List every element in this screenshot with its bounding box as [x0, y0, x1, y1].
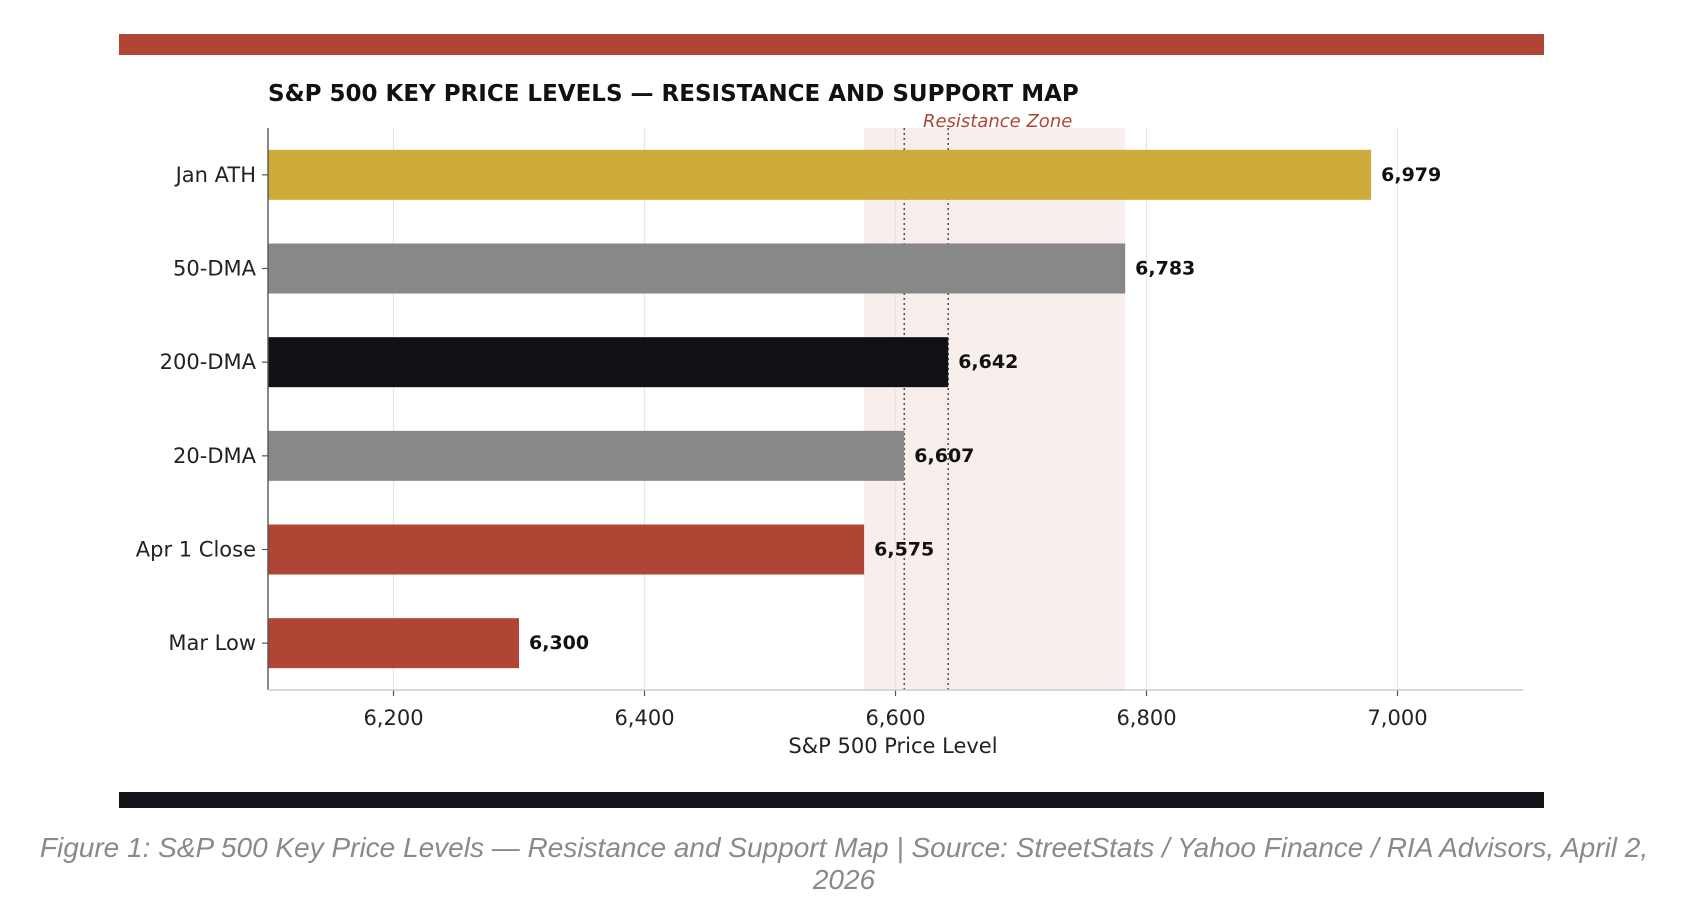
price-levels-chart: Resistance Zone 6,200 6,400 6,600 6,800 7,00… — [136, 81, 1523, 758]
x-tick-label: 7,000 — [1367, 706, 1427, 730]
top-accent-band — [119, 34, 1544, 55]
resistance-zone-layer: Resistance Zone — [864, 111, 1126, 690]
bar — [268, 618, 519, 669]
x-tick-label: 6,400 — [614, 706, 674, 730]
resistance-zone — [864, 128, 1126, 690]
bar-value-label: 6,300 — [529, 632, 589, 654]
figure-caption: Figure 1: S&P 500 Key Price Levels — Res… — [39, 832, 1649, 895]
reference-lines-layer — [903, 128, 950, 690]
category-label: Apr 1 Close — [136, 538, 256, 562]
category-label: Mar Low — [168, 631, 256, 655]
grid-layer — [392, 128, 1399, 690]
category-label: 20-DMA — [173, 444, 257, 468]
labels-layer: 6,200 6,400 6,600 6,800 7,000 6,979 Jan ATH 6,7… — [136, 163, 1442, 730]
category-label: 200-DMA — [160, 350, 257, 374]
x-axis-label: S&P 500 Price Level — [788, 734, 997, 758]
bar-value-label: 6,642 — [958, 351, 1018, 373]
resistance-zone-label: Resistance Zone — [923, 111, 1072, 132]
bottom-accent-band — [119, 792, 1544, 808]
chart-title: S&P 500 KEY PRICE LEVELS — RESISTANCE AN… — [268, 81, 1079, 107]
axes-layer — [262, 128, 1523, 696]
bar — [268, 149, 1372, 200]
bar — [268, 243, 1126, 294]
x-tick-label: 6,800 — [1116, 706, 1176, 730]
x-tick-label: 6,600 — [865, 706, 925, 730]
bar-value-label: 6,783 — [1135, 258, 1195, 280]
bar — [268, 337, 949, 388]
x-tick-label: 6,200 — [363, 706, 423, 730]
bars-layer — [268, 149, 1372, 669]
bar — [268, 430, 905, 481]
bar-value-label: 6,607 — [914, 445, 974, 467]
category-label: 50-DMA — [173, 257, 257, 281]
bar-value-label: 6,575 — [874, 539, 934, 561]
category-label: Jan ATH — [174, 163, 256, 187]
bar — [268, 524, 865, 575]
bar-value-label: 6,979 — [1381, 164, 1441, 186]
